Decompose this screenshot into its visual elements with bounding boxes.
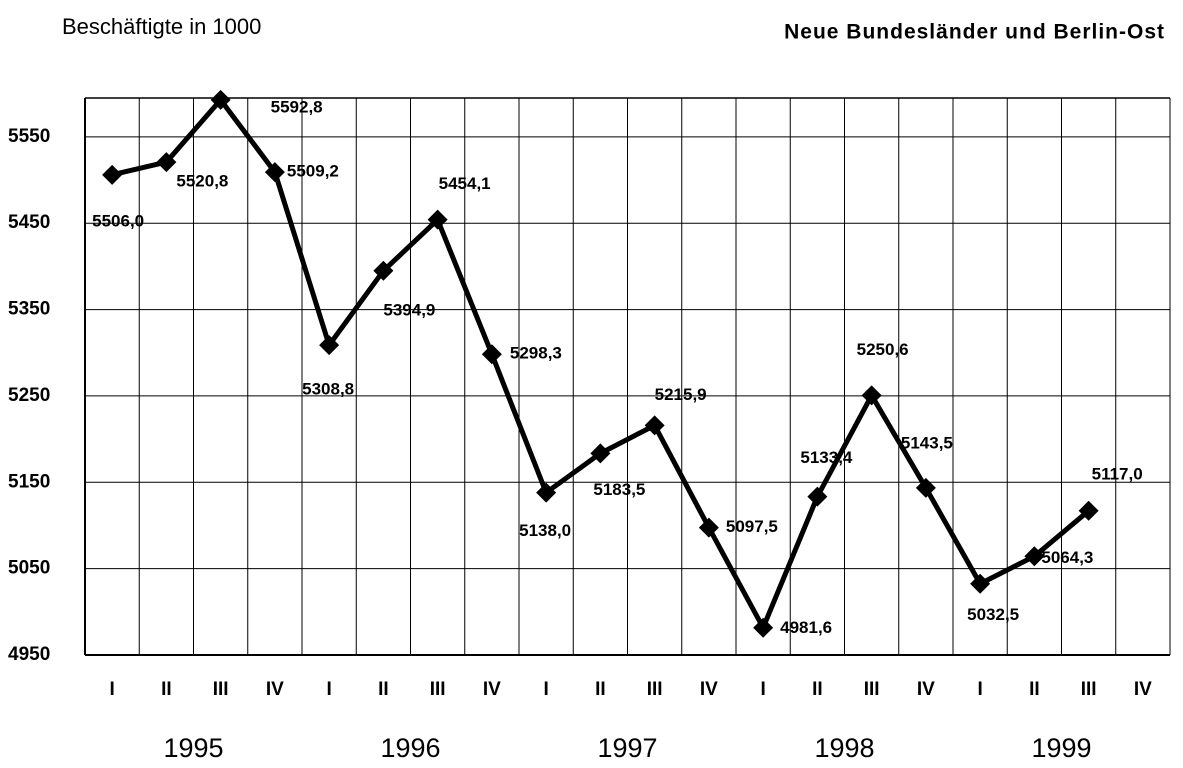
x-tick-label: IV — [700, 679, 718, 700]
x-tick-label: III — [213, 679, 229, 700]
year-label: 1995 — [163, 733, 223, 763]
data-label: 5215,9 — [655, 385, 707, 404]
year-label: 1999 — [1031, 733, 1091, 763]
data-label: 5308,8 — [302, 380, 354, 399]
marker — [644, 415, 665, 436]
marker — [915, 477, 936, 498]
x-tick-label: IV — [266, 679, 284, 700]
marker — [590, 443, 611, 464]
marker — [427, 209, 448, 230]
y-tick-label: 5350 — [8, 299, 50, 320]
y-tick-label: 5450 — [8, 212, 50, 233]
marker — [319, 335, 340, 356]
data-label: 5454,1 — [439, 174, 491, 193]
chart-title: Neue Bundesländer und Berlin-Ost — [784, 21, 1165, 44]
x-tick-label: II — [1029, 679, 1040, 700]
marker — [102, 164, 123, 185]
year-label: 1996 — [380, 733, 440, 763]
line — [111, 97, 1091, 631]
marker — [536, 482, 557, 503]
x-tick-label: II — [595, 679, 606, 700]
marker — [264, 162, 285, 183]
data-label: 5298,3 — [510, 344, 562, 363]
marker — [1024, 546, 1045, 567]
x-tick-label: I — [977, 679, 982, 700]
marker — [210, 89, 231, 110]
marker — [861, 385, 882, 406]
data-label: 5117,0 — [1092, 464, 1143, 483]
x-tick-label: IV — [1134, 679, 1152, 700]
marker — [1078, 500, 1099, 521]
x-tick-label: I — [760, 679, 765, 700]
data-label: 5183,5 — [593, 480, 645, 499]
x-tick-label: I — [326, 679, 331, 700]
marker — [698, 517, 719, 538]
y-axis-label: Beschäftigte in 1000 — [62, 14, 261, 39]
marker — [156, 152, 177, 173]
x-tick-label: II — [161, 679, 172, 700]
y-tick-label: 5250 — [8, 385, 50, 406]
x-tick-label: I — [543, 679, 548, 700]
data-label: 5143,5 — [901, 433, 953, 452]
data-label: 5592,8 — [271, 97, 323, 116]
year-label: 1998 — [814, 733, 874, 763]
data-label: 5064,3 — [1041, 548, 1093, 567]
y-tick-label: 5550 — [8, 126, 50, 147]
data-label: 5509,2 — [287, 162, 339, 181]
x-tick-label: III — [647, 679, 663, 700]
data-label: 5520,8 — [176, 172, 228, 191]
marker — [970, 573, 991, 594]
data-label: 5133,4 — [800, 448, 853, 467]
marker — [481, 344, 502, 365]
data-label: 5506,0 — [92, 211, 144, 230]
x-tick-label: III — [864, 679, 880, 700]
x-tick-label: I — [109, 679, 114, 700]
y-tick-label: 5150 — [8, 471, 50, 492]
data-label: 5394,9 — [383, 300, 435, 319]
y-tick-label: 4950 — [8, 644, 50, 665]
marker — [373, 260, 394, 281]
y-tick-label: 5050 — [8, 558, 50, 579]
marker — [807, 486, 828, 507]
x-tick-label: IV — [483, 679, 501, 700]
x-tick-label: III — [430, 679, 446, 700]
x-tick-label: IV — [917, 679, 935, 700]
marker — [753, 617, 774, 638]
data-label: 5032,5 — [967, 605, 1019, 624]
data-label: 5138,0 — [519, 521, 571, 540]
year-label: 1997 — [597, 733, 657, 763]
x-tick-label: II — [812, 679, 823, 700]
data-label: 5250,6 — [857, 340, 909, 359]
data-label: 4981,6 — [780, 618, 832, 637]
x-tick-label: II — [378, 679, 389, 700]
data-label: 5097,5 — [726, 517, 778, 536]
x-tick-label: III — [1081, 679, 1097, 700]
